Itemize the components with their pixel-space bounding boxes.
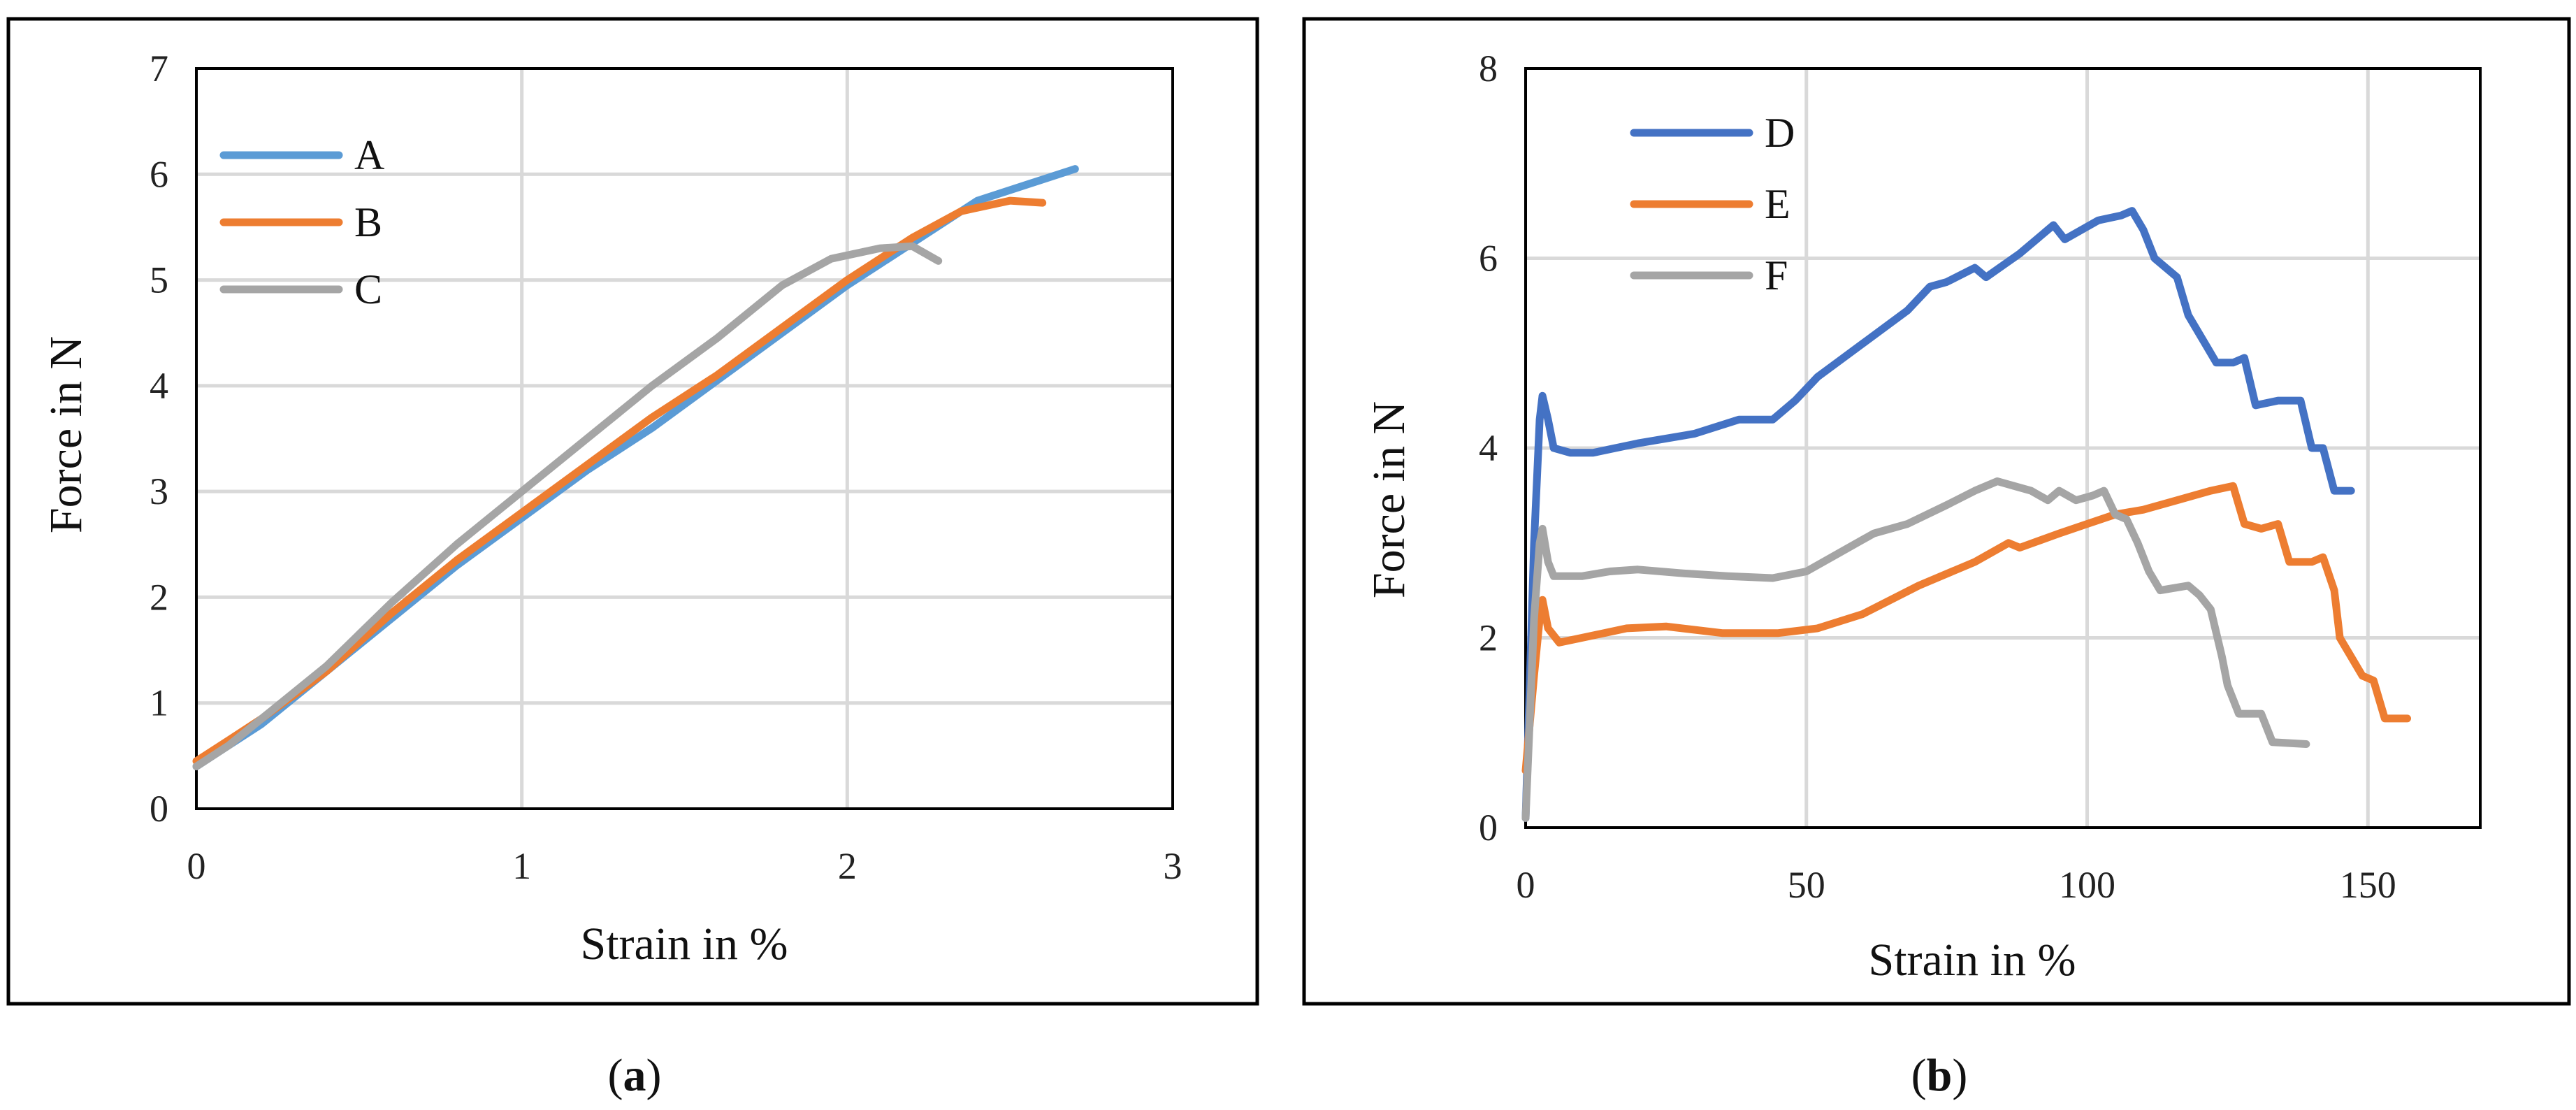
- panel-a-plot-area: [195, 67, 1174, 810]
- y-tick-label: 3: [150, 470, 168, 512]
- x-tick-label: 50: [1788, 864, 1825, 906]
- y-tick-label: 5: [150, 259, 168, 301]
- panel-a-series: [192, 165, 1079, 770]
- y-tick-label: 0: [150, 788, 168, 830]
- y-tick-label: 6: [150, 153, 168, 195]
- panel-b: 0 2 4 6 8 0 50 100 150 Strain in % Force in N D…: [1302, 17, 2571, 1006]
- x-tick-label: 100: [2059, 864, 2115, 906]
- legend-label-c: C: [354, 266, 382, 312]
- caption-b: (b): [1911, 1050, 1968, 1101]
- series-line-b: [192, 196, 1047, 765]
- legend-label-e: E: [1765, 181, 1790, 227]
- series-line-e: [1521, 482, 2411, 774]
- panel-b-series: [1521, 207, 2411, 822]
- y-tick-label: 8: [1479, 48, 1498, 89]
- panel-a: 0 1 2 3 4 5 6 7 0 1 2 3 Strain in % Force in N ABC: [6, 17, 1259, 1006]
- legend-label-a: A: [354, 132, 384, 178]
- panel-a-x-tick-labels: 0 1 2 3: [187, 845, 1182, 887]
- x-tick-label: 150: [2340, 864, 2396, 906]
- y-tick-label: 2: [1479, 617, 1498, 659]
- caption-b-letter: b: [1927, 1050, 1953, 1101]
- panel-b-x-axis-title: Strain in %: [1869, 935, 2076, 986]
- y-tick-label: 7: [150, 48, 168, 89]
- panel-a-frame: [6, 17, 1259, 1006]
- panel-b-frame: [1302, 17, 2571, 1006]
- caption-a: (a): [608, 1050, 662, 1101]
- panel-b-legend: DEF: [1630, 110, 1795, 298]
- panel-a-x-axis-title: Strain in %: [581, 918, 788, 970]
- series-line-c: [192, 242, 943, 770]
- legend-label-f: F: [1765, 252, 1788, 298]
- panel-b-gridlines: [1526, 69, 2480, 828]
- y-tick-label: 4: [1479, 427, 1498, 469]
- series-line-f: [1521, 477, 2310, 822]
- series-line-d: [1521, 207, 2355, 822]
- y-tick-label: 0: [1479, 807, 1498, 849]
- panel-a-y-tick-labels: 0 1 2 3 4 5 6 7: [150, 48, 168, 830]
- y-tick-label: 6: [1479, 238, 1498, 280]
- x-tick-label: 0: [1517, 864, 1535, 906]
- panel-b-x-tick-labels: 0 50 100 150: [1517, 864, 2396, 906]
- panel-b-y-tick-labels: 0 2 4 6 8: [1479, 48, 1498, 849]
- panel-a-y-axis-title: Force in N: [41, 336, 92, 533]
- caption-a-letter: a: [623, 1050, 646, 1101]
- y-tick-label: 1: [150, 682, 168, 724]
- x-tick-label: 2: [838, 845, 857, 887]
- panel-b-y-axis-title: Force in N: [1363, 401, 1414, 598]
- panel-a-legend: ABC: [219, 132, 384, 312]
- x-tick-label: 0: [187, 845, 206, 887]
- x-tick-label: 1: [512, 845, 531, 887]
- series-line-a: [192, 165, 1079, 770]
- y-tick-label: 2: [150, 576, 168, 618]
- legend-label-d: D: [1765, 110, 1795, 156]
- legend-label-b: B: [354, 199, 382, 245]
- y-tick-label: 4: [150, 365, 168, 407]
- x-tick-label: 3: [1164, 845, 1182, 887]
- panel-b-plot-area: [1524, 67, 2482, 829]
- panel-a-gridlines: [196, 69, 1173, 809]
